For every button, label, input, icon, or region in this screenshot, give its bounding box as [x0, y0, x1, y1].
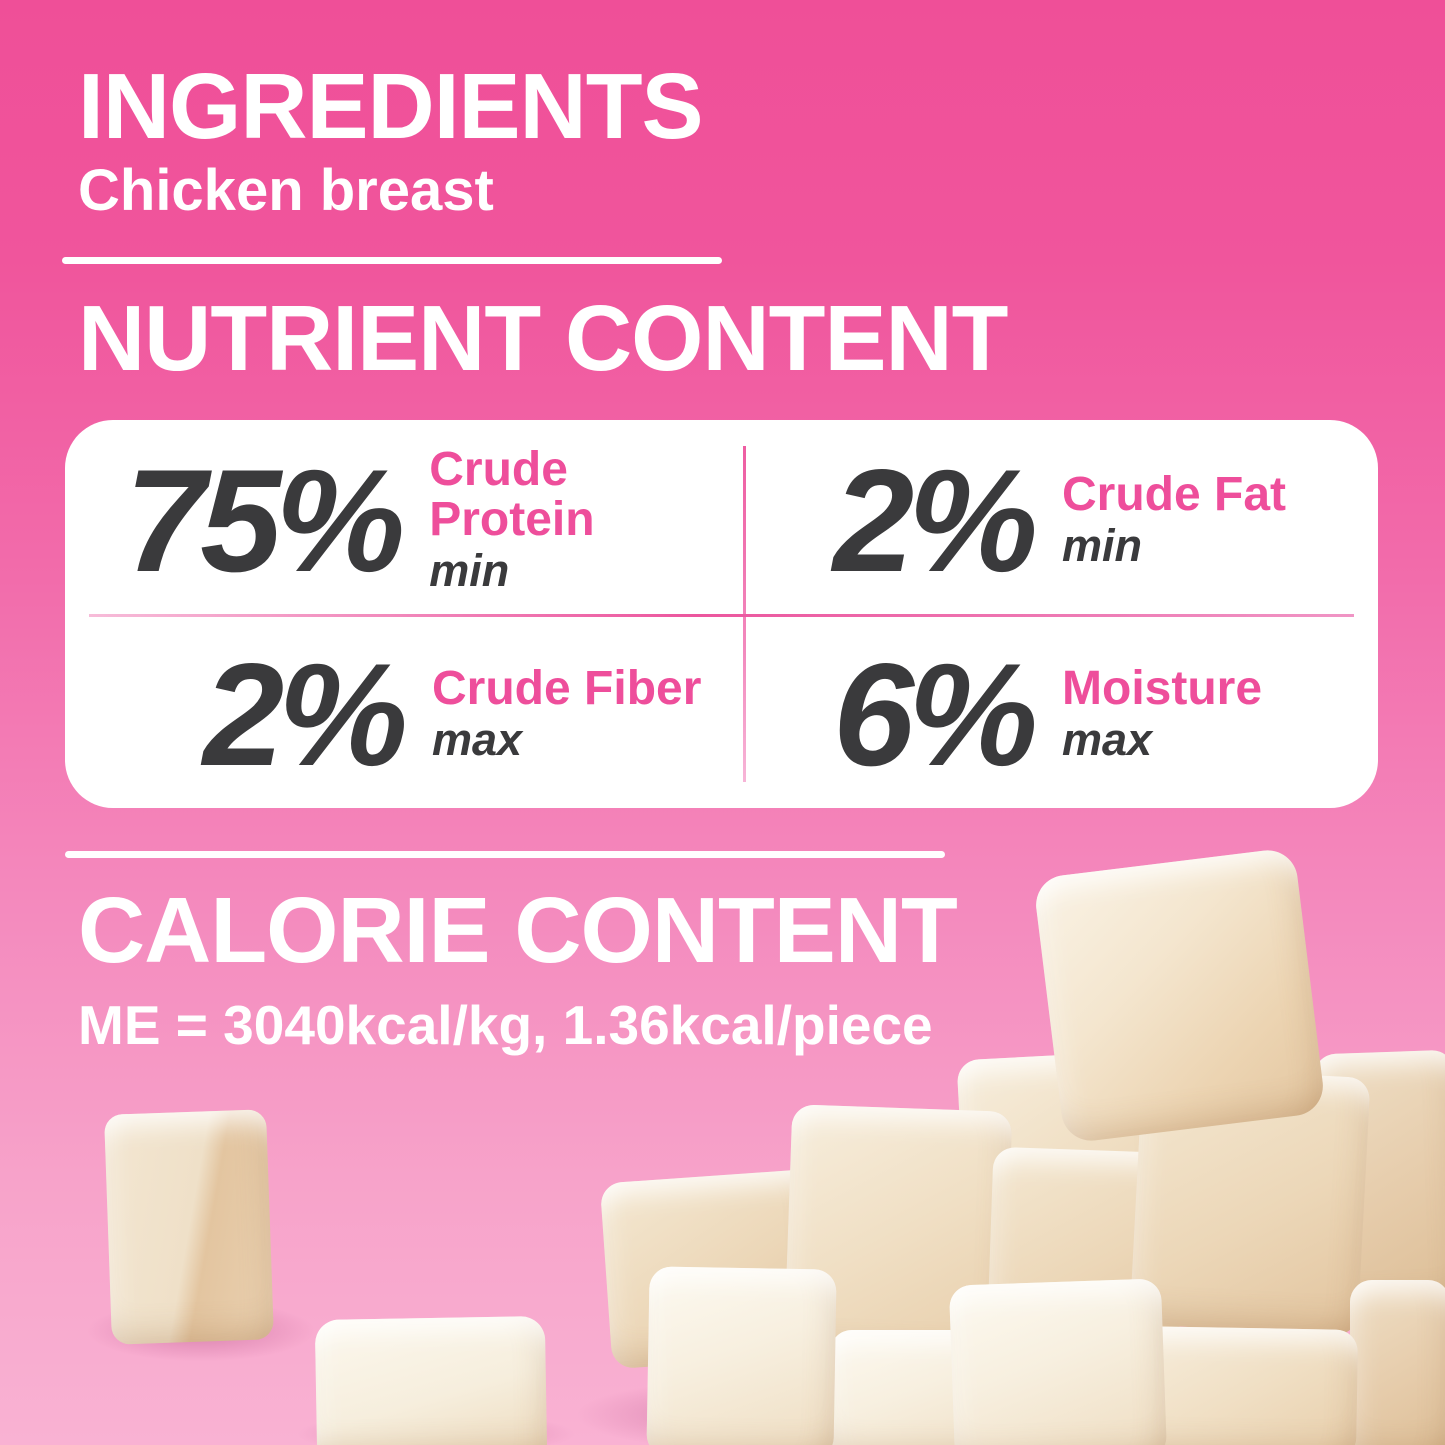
- nutrient-label-block: Crude Fat min: [1062, 466, 1286, 568]
- nutrient-label-block: Crude Fiber max: [432, 660, 701, 762]
- chicken-cube: [1032, 846, 1327, 1145]
- nutrient-crude-protein: 75% Crude Protein min: [65, 420, 745, 614]
- chicken-cube: [104, 1109, 274, 1345]
- nutrient-value: 2%: [203, 632, 408, 796]
- card-horizontal-divider: [89, 614, 1354, 617]
- nutrient-label-block: Crude Protein min: [429, 441, 745, 597]
- section-divider: [65, 851, 945, 858]
- chicken-cube: [314, 1316, 548, 1445]
- nutrient-label: Moisture: [1062, 661, 1263, 715]
- nutrient-value: 2%: [833, 438, 1038, 602]
- calories-title: CALORIE CONTENT: [78, 878, 958, 982]
- chicken-cube: [948, 1278, 1168, 1445]
- chicken-cube: [646, 1266, 837, 1445]
- nutrient-qualifier: max: [1062, 714, 1153, 766]
- chicken-cube: [1350, 1280, 1445, 1445]
- nutrient-qualifier: min: [429, 545, 510, 597]
- nutrient-label-block: Moisture max: [1062, 660, 1262, 762]
- nutrient-qualifier: min: [1062, 520, 1143, 572]
- nutrient-card: 75% Crude Protein min 2% Crude Fat min 2…: [65, 420, 1378, 808]
- nutrient-label: Crude Fiber: [432, 661, 702, 715]
- nutrient-value: 75%: [125, 438, 405, 602]
- nutrient-qualifier: max: [432, 714, 523, 766]
- nutrient-label: Crude Protein: [429, 442, 595, 546]
- chicken-cube: [1133, 1326, 1359, 1445]
- nutrient-value: 6%: [833, 632, 1038, 796]
- ingredients-title: INGREDIENTS: [78, 54, 704, 158]
- nutrients-title: NUTRIENT CONTENT: [78, 286, 1008, 390]
- nutrient-label: Crude Fat: [1062, 467, 1287, 521]
- calories-value: ME = 3040kcal/kg, 1.36kcal/piece: [78, 994, 933, 1056]
- nutrient-crude-fat: 2% Crude Fat min: [745, 420, 1378, 614]
- ingredients-value: Chicken breast: [78, 158, 494, 223]
- nutrient-crude-fiber: 2% Crude Fiber max: [65, 614, 745, 808]
- nutrient-moisture: 6% Moisture max: [745, 614, 1378, 808]
- section-divider: [62, 257, 722, 264]
